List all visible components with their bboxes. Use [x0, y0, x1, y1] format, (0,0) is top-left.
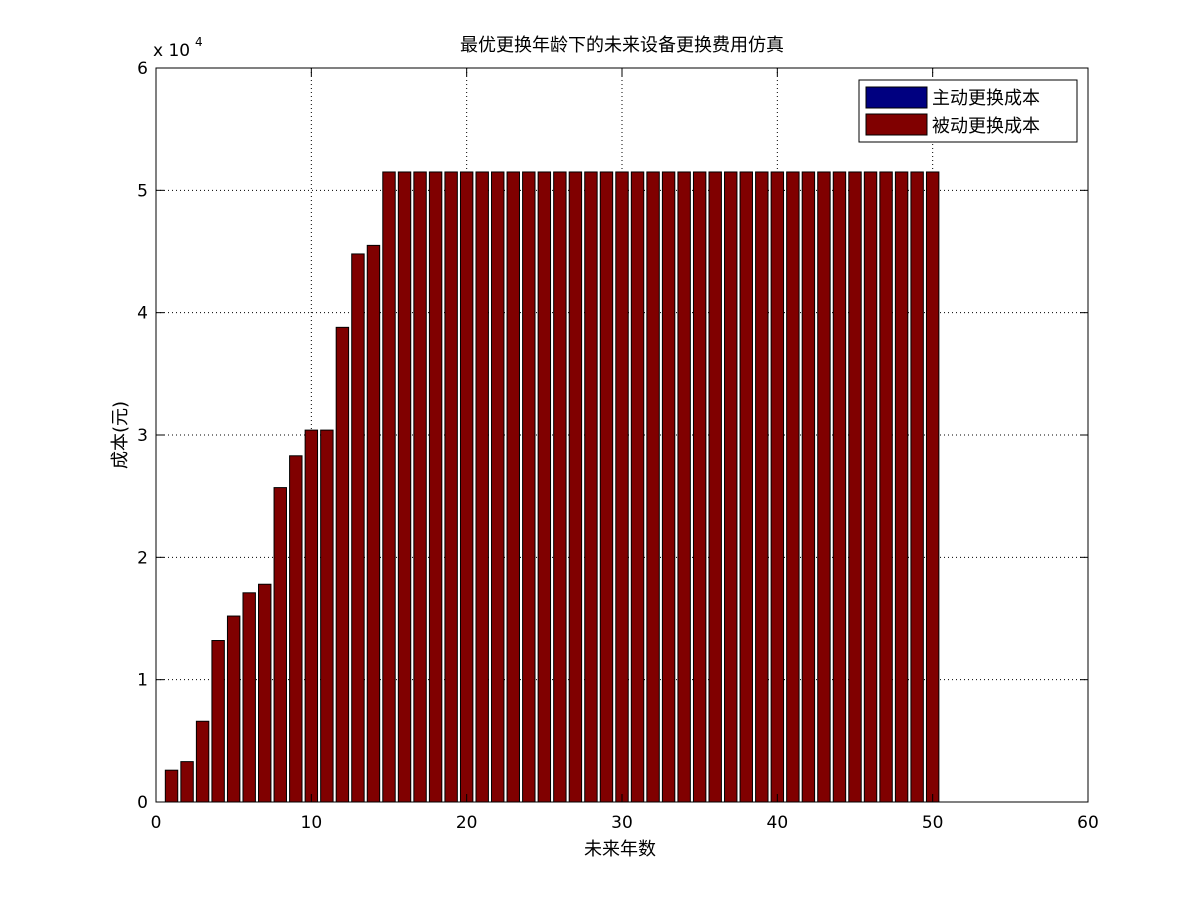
bar-series-1	[382, 171, 396, 803]
bar-series-1	[475, 171, 489, 803]
bar-series-1	[599, 171, 614, 803]
bar-series-1	[397, 171, 412, 803]
bar-series-1	[537, 171, 552, 803]
bar-series-1	[211, 640, 225, 803]
bar-series-1	[832, 171, 847, 803]
legend-swatch-passive-cost	[865, 113, 928, 136]
bar-series-1	[553, 171, 567, 803]
bar-series-1	[459, 171, 474, 803]
bar-series-1	[708, 171, 722, 803]
x-axis-label: 未来年数	[584, 839, 656, 860]
bar-series-1	[273, 487, 287, 803]
bar-series-1	[848, 171, 862, 803]
bar-series-1	[724, 171, 738, 803]
bar-series-1	[739, 171, 753, 803]
bar-series-1	[320, 429, 334, 803]
bar-series-1	[335, 326, 350, 803]
bar-series-1	[910, 171, 924, 803]
bar-series-1	[770, 171, 785, 803]
y-tick-label: 4	[137, 304, 148, 324]
bar-series-1	[568, 171, 583, 803]
bar-series-1	[491, 171, 505, 803]
x-tick-label: 50	[922, 813, 944, 833]
x-tick-label: 0	[151, 813, 162, 833]
bar-series-1	[630, 171, 645, 803]
y-tick-label: 2	[137, 548, 148, 568]
bar-series-1	[692, 171, 707, 803]
y-tick-label: 6	[137, 59, 148, 79]
bars-layer	[164, 171, 940, 803]
bar-series-1	[242, 592, 256, 803]
y-exponent-label: x 10	[153, 41, 190, 61]
x-tick-label: 10	[301, 813, 323, 833]
ticks-layer: 0 10 20 30 40 50 60 0 1 2 3 4 5 6	[137, 59, 1099, 833]
y-tick-label: 3	[137, 426, 148, 446]
bar-series-1	[786, 171, 800, 803]
bar-series-1	[226, 615, 241, 803]
bar-series-1	[289, 455, 303, 803]
bar-series-1	[646, 171, 660, 803]
x-tick-label: 40	[767, 813, 789, 833]
y-tick-label: 1	[137, 671, 148, 691]
legend-swatch-active-cost	[865, 86, 928, 109]
y-axis-label: 成本(元)	[110, 401, 131, 469]
x-tick-label: 60	[1077, 813, 1099, 833]
bar-series-1	[304, 429, 319, 803]
chart-title: 最优更换年龄下的未来设备更换费用仿真	[460, 35, 784, 56]
bar-series-1	[366, 244, 381, 803]
legend-label-passive-cost: 被动更换成本	[932, 116, 1040, 137]
bar-series-1	[258, 583, 272, 803]
bar-series-1	[351, 253, 365, 803]
y-exponent-power: 4	[195, 35, 203, 49]
bar-series-1	[584, 171, 598, 803]
bar-series-1	[506, 171, 520, 803]
bar-series-1	[801, 171, 816, 803]
bar-series-1	[879, 171, 893, 803]
bar-series-1	[444, 171, 458, 803]
bar-series-1	[195, 720, 210, 803]
bar-series-1	[863, 171, 878, 803]
bar-series-1	[755, 171, 769, 803]
bar-series-1	[925, 171, 940, 803]
x-tick-label: 20	[456, 813, 478, 833]
bar-series-1	[661, 171, 676, 803]
legend: 主动更换成本 被动更换成本	[858, 79, 1078, 143]
y-tick-label: 5	[137, 181, 148, 201]
bar-series-1	[615, 171, 629, 803]
bar-series-1	[180, 761, 194, 803]
legend-label-active-cost: 主动更换成本	[932, 88, 1040, 109]
bar-series-1	[413, 171, 427, 803]
bar-series-1	[817, 171, 831, 803]
x-tick-label: 30	[611, 813, 633, 833]
bar-series-1	[894, 171, 909, 803]
bar-series-1	[522, 171, 536, 803]
bar-series-1	[677, 171, 691, 803]
bar-series-1	[428, 171, 443, 803]
y-tick-label: 0	[137, 793, 148, 813]
bar-series-1	[164, 769, 179, 803]
